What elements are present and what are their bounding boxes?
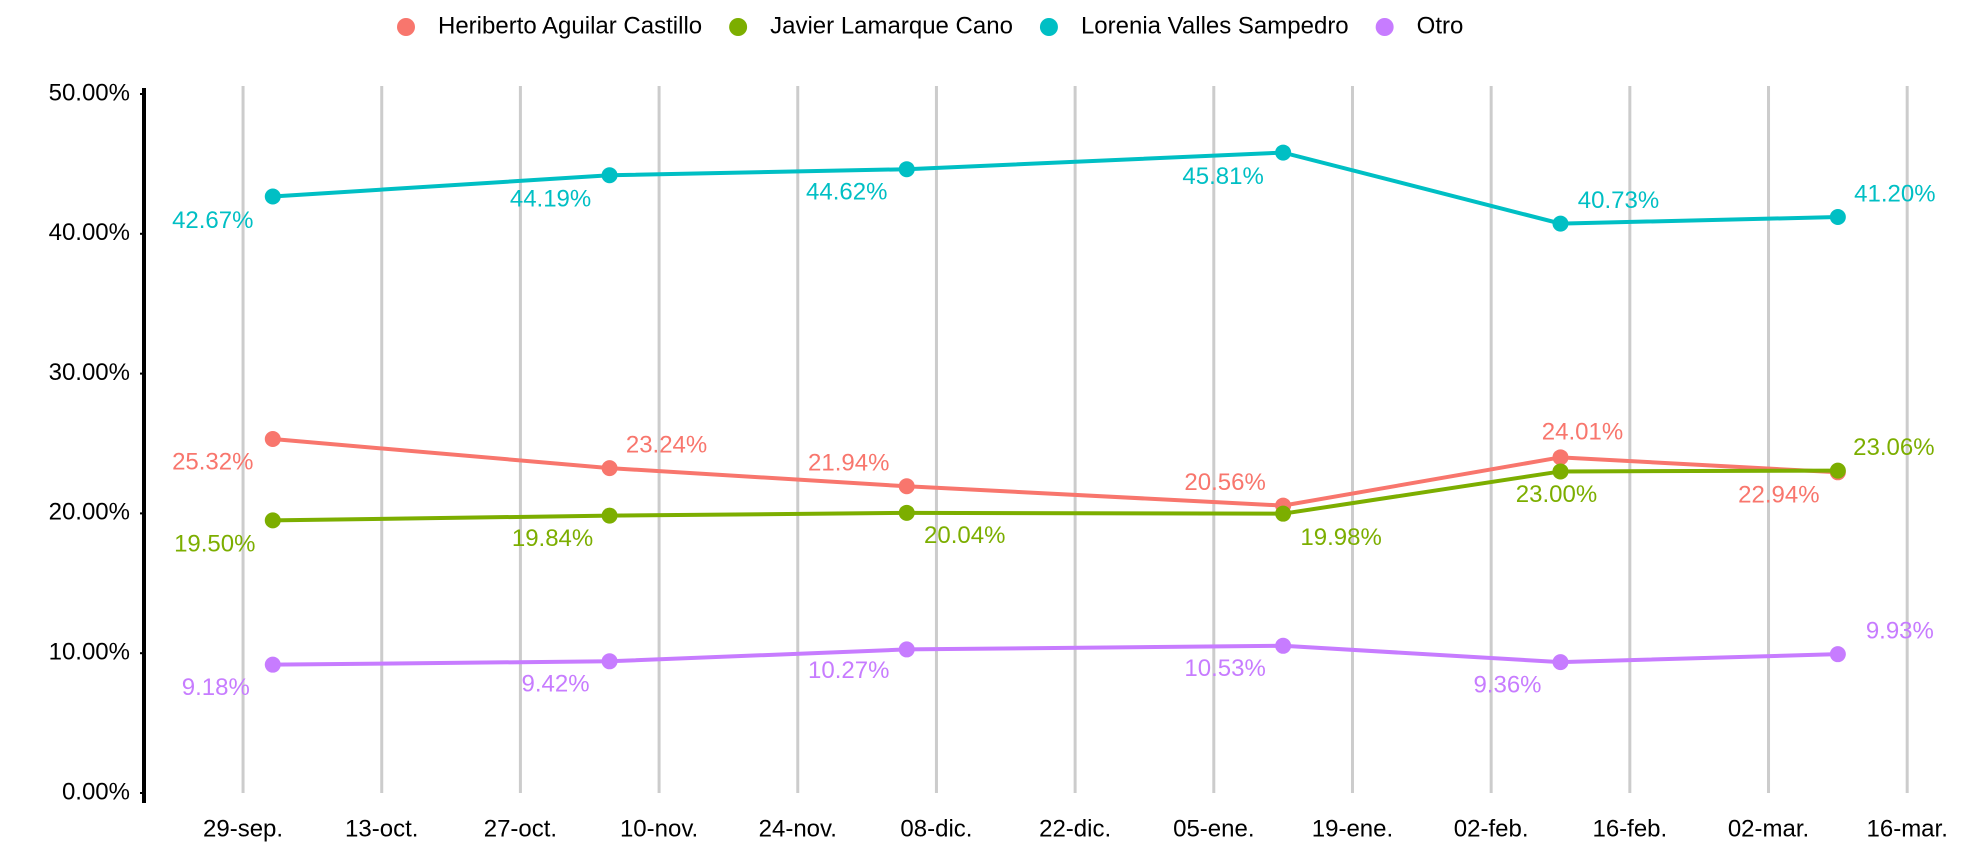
data-point — [1275, 637, 1292, 654]
x-tick-label: 10-nov. — [620, 815, 698, 842]
x-tick-label: 22-dic. — [1039, 815, 1111, 842]
data-label: 19.98% — [1300, 524, 1381, 551]
data-label: 10.27% — [808, 657, 889, 684]
data-label: 19.50% — [174, 531, 255, 558]
data-point — [1275, 505, 1292, 522]
data-label: 42.67% — [172, 207, 253, 234]
y-tick-label: 30.00% — [49, 359, 130, 386]
data-label: 44.62% — [806, 179, 887, 206]
data-point — [1829, 646, 1846, 663]
x-tick-label: 24-nov. — [759, 815, 837, 842]
legend-label: Lorenia Valles Sampedro — [1081, 12, 1349, 39]
data-label: 25.32% — [172, 448, 253, 475]
data-label: 20.04% — [924, 522, 1005, 549]
data-label: 22.94% — [1738, 482, 1819, 509]
data-label: 23.00% — [1516, 481, 1597, 508]
data-point — [264, 188, 281, 205]
series-line — [272, 643, 1838, 667]
data-label: 40.73% — [1578, 187, 1659, 214]
y-tick-label: 20.00% — [49, 499, 130, 526]
data-label: 9.42% — [522, 671, 590, 698]
data-label: 23.06% — [1853, 434, 1934, 461]
data-label: 44.19% — [510, 186, 591, 213]
data-label: 45.81% — [1182, 163, 1263, 190]
legend-label: Javier Lamarque Cano — [770, 12, 1013, 39]
data-point — [601, 507, 618, 524]
x-tick-label: 16-mar. — [1867, 815, 1948, 842]
y-tick-label: 50.00% — [49, 79, 130, 106]
data-point — [601, 653, 618, 670]
data-point — [264, 431, 281, 448]
series-line — [272, 150, 1838, 226]
data-point — [898, 478, 915, 495]
x-tick-label: 16-feb. — [1592, 815, 1667, 842]
data-point — [264, 512, 281, 529]
data-point — [1552, 654, 1569, 671]
data-label: 41.20% — [1854, 180, 1935, 207]
legend-marker — [729, 18, 748, 36]
data-label: 9.36% — [1473, 671, 1541, 698]
data-label: 23.24% — [626, 431, 707, 458]
legend-label: Otro — [1417, 12, 1464, 39]
x-tick-label: 02-feb. — [1454, 815, 1529, 842]
x-tick-label: 02-mar. — [1728, 815, 1809, 842]
y-tick-label: 10.00% — [49, 639, 130, 666]
data-point — [1829, 462, 1846, 479]
legend-marker — [397, 18, 415, 36]
x-tick-label: 19-ene. — [1312, 815, 1393, 842]
data-point — [1829, 209, 1846, 226]
legend-marker — [1375, 18, 1394, 36]
data-label: 20.56% — [1184, 469, 1265, 496]
data-label: 9.93% — [1866, 618, 1934, 645]
legend-marker — [1039, 18, 1058, 36]
data-label: 19.84% — [512, 525, 593, 552]
data-label: 24.01% — [1542, 419, 1623, 446]
data-label: 21.94% — [808, 450, 889, 477]
x-tick-label: 05-ene. — [1173, 815, 1254, 842]
data-point — [601, 460, 618, 477]
legend-label: Heriberto Aguilar Castillo — [438, 12, 702, 39]
x-tick-label: 13-oct. — [345, 815, 418, 842]
x-tick-label: 27-oct. — [484, 815, 557, 842]
data-label: 9.18% — [182, 674, 250, 701]
data-point — [1552, 449, 1569, 466]
data-point — [898, 504, 915, 521]
data-point — [264, 656, 281, 673]
data-point — [1552, 215, 1569, 232]
data-point — [601, 167, 618, 184]
y-tick-label: 40.00% — [49, 219, 130, 246]
x-tick-label: 29-sep. — [203, 815, 283, 842]
data-point — [1275, 144, 1292, 161]
series-line — [272, 468, 1838, 523]
data-point — [898, 161, 915, 178]
data-point — [898, 641, 915, 658]
y-tick-label: 0.00% — [62, 778, 130, 805]
x-tick-label: 08-dic. — [900, 815, 972, 842]
data-point — [1552, 463, 1569, 480]
data-label: 10.53% — [1184, 655, 1265, 682]
series-line — [272, 437, 1838, 508]
